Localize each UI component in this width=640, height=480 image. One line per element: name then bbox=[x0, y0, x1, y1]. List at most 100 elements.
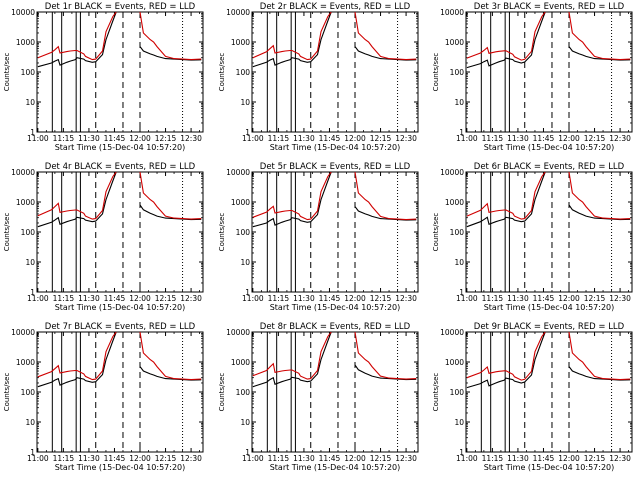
series-lld-line bbox=[466, 172, 631, 220]
series-lld-line bbox=[37, 332, 202, 381]
x-tick-label: 11:15 bbox=[53, 294, 75, 303]
x-tick-label: 11:30 bbox=[293, 294, 315, 303]
x-tick-label: 12:30 bbox=[180, 454, 202, 463]
x-tick-label: 11:45 bbox=[533, 134, 555, 143]
x-tick-label: 12:00 bbox=[558, 294, 580, 303]
x-tick-label: 12:15 bbox=[155, 454, 177, 463]
y-tick-label: 100 bbox=[236, 388, 251, 397]
y-tick-label: 10000 bbox=[440, 328, 464, 337]
x-tick-label: 11:30 bbox=[507, 134, 529, 143]
y-axis-label: Counts/sec bbox=[3, 373, 11, 412]
y-axis-label: Counts/sec bbox=[218, 53, 226, 92]
y-tick-label: 1000 bbox=[445, 358, 464, 367]
y-tick-label: 1000 bbox=[16, 38, 35, 47]
x-axis-label: Start Time (15-Dec-04 10:57:20) bbox=[270, 143, 401, 152]
chart-panel-8: Det 8r BLACK = Events, RED = LLD Counts/s… bbox=[218, 322, 419, 472]
chart-panel-5: Det 5r BLACK = Events, RED = LLD Counts/s… bbox=[218, 162, 419, 312]
y-axis-label: Counts/sec bbox=[3, 213, 11, 252]
y-tick-label: 1 bbox=[459, 448, 464, 457]
y-tick-label: 10 bbox=[240, 258, 250, 267]
y-tick-label: 100 bbox=[450, 228, 465, 237]
x-tick-label: 12:30 bbox=[609, 454, 631, 463]
y-tick-label: 1 bbox=[245, 128, 250, 137]
y-tick-label: 10000 bbox=[11, 168, 35, 177]
y-tick-label: 1000 bbox=[445, 198, 464, 207]
y-tick-label: 100 bbox=[21, 68, 36, 77]
x-tick-label: 11:00 bbox=[456, 294, 478, 303]
x-tick-label: 11:30 bbox=[78, 134, 100, 143]
x-tick-label: 11:15 bbox=[482, 134, 504, 143]
x-tick-label: 11:00 bbox=[27, 294, 49, 303]
x-tick-label: 12:00 bbox=[558, 134, 580, 143]
x-tick-label: 12:30 bbox=[180, 134, 202, 143]
y-tick-label: 100 bbox=[236, 68, 251, 77]
y-axis-label: Counts/sec bbox=[432, 213, 440, 252]
x-tick-label: 11:30 bbox=[507, 454, 529, 463]
chart-title: Det 7r BLACK = Events, RED = LLD bbox=[45, 322, 196, 332]
y-tick-label: 10000 bbox=[226, 168, 250, 177]
y-tick-label: 1000 bbox=[16, 358, 35, 367]
x-tick-label: 11:15 bbox=[482, 294, 504, 303]
y-tick-label: 10000 bbox=[440, 168, 464, 177]
x-tick-label: 12:15 bbox=[370, 294, 392, 303]
y-tick-label: 1000 bbox=[445, 38, 464, 47]
x-tick-label: 12:00 bbox=[344, 454, 366, 463]
x-tick-label: 11:45 bbox=[104, 294, 126, 303]
x-tick-label: 11:30 bbox=[293, 134, 315, 143]
x-tick-label: 11:00 bbox=[242, 454, 264, 463]
x-axis-label: Start Time (15-Dec-04 10:57:20) bbox=[484, 303, 615, 312]
x-tick-label: 12:15 bbox=[584, 294, 606, 303]
y-tick-label: 10000 bbox=[11, 8, 35, 17]
x-tick-label: 11:15 bbox=[268, 294, 290, 303]
y-tick-label: 1 bbox=[30, 128, 35, 137]
y-tick-label: 10 bbox=[25, 258, 35, 267]
y-tick-label: 100 bbox=[450, 68, 465, 77]
chart-title: Det 2r BLACK = Events, RED = LLD bbox=[260, 2, 411, 12]
y-tick-label: 1 bbox=[245, 288, 250, 297]
x-axis-label: Start Time (15-Dec-04 10:57:20) bbox=[55, 143, 186, 152]
x-tick-label: 12:30 bbox=[609, 134, 631, 143]
x-axis-label: Start Time (15-Dec-04 10:57:20) bbox=[484, 143, 615, 152]
x-axis-label: Start Time (15-Dec-04 10:57:20) bbox=[55, 463, 186, 472]
x-tick-label: 12:15 bbox=[155, 134, 177, 143]
y-tick-label: 1 bbox=[459, 128, 464, 137]
x-tick-label: 11:45 bbox=[533, 454, 555, 463]
x-tick-label: 12:00 bbox=[129, 134, 151, 143]
x-axis-label: Start Time (15-Dec-04 10:57:20) bbox=[55, 303, 186, 312]
y-tick-label: 10 bbox=[454, 98, 464, 107]
x-tick-label: 11:45 bbox=[104, 134, 126, 143]
series-lld-line bbox=[252, 172, 417, 221]
y-axis-label: Counts/sec bbox=[432, 53, 440, 92]
x-tick-label: 11:00 bbox=[27, 454, 49, 463]
x-tick-label: 11:30 bbox=[293, 454, 315, 463]
x-tick-label: 12:15 bbox=[370, 454, 392, 463]
series-lld-line bbox=[466, 12, 631, 61]
y-tick-label: 10000 bbox=[226, 8, 250, 17]
y-tick-label: 10000 bbox=[11, 328, 35, 337]
series-lld-line bbox=[252, 332, 417, 380]
x-tick-label: 12:15 bbox=[584, 454, 606, 463]
x-tick-label: 11:00 bbox=[27, 134, 49, 143]
y-tick-label: 10000 bbox=[226, 328, 250, 337]
x-tick-label: 12:00 bbox=[344, 294, 366, 303]
chart-title: Det 1r BLACK = Events, RED = LLD bbox=[45, 2, 196, 12]
series-lld-line bbox=[252, 12, 417, 61]
chart-title: Det 3r BLACK = Events, RED = LLD bbox=[474, 2, 625, 12]
x-tick-label: 11:15 bbox=[482, 454, 504, 463]
x-tick-label: 11:30 bbox=[78, 454, 100, 463]
chart-title: Det 9r BLACK = Events, RED = LLD bbox=[474, 322, 625, 332]
y-tick-label: 10 bbox=[25, 98, 35, 107]
y-tick-label: 10 bbox=[25, 418, 35, 427]
y-tick-label: 1000 bbox=[231, 358, 250, 367]
x-tick-label: 12:00 bbox=[129, 454, 151, 463]
chart-panel-4: Det 4r BLACK = Events, RED = LLD Counts/s… bbox=[3, 162, 204, 312]
y-tick-label: 10 bbox=[240, 418, 250, 427]
x-tick-label: 11:45 bbox=[319, 134, 341, 143]
x-tick-label: 11:15 bbox=[53, 454, 75, 463]
chart-panel-7: Det 7r BLACK = Events, RED = LLD Counts/s… bbox=[3, 322, 204, 472]
x-tick-label: 12:30 bbox=[180, 294, 202, 303]
x-tick-label: 11:15 bbox=[268, 454, 290, 463]
y-axis-label: Counts/sec bbox=[432, 373, 440, 412]
x-tick-label: 11:00 bbox=[242, 294, 264, 303]
chart-title: Det 8r BLACK = Events, RED = LLD bbox=[260, 322, 411, 332]
